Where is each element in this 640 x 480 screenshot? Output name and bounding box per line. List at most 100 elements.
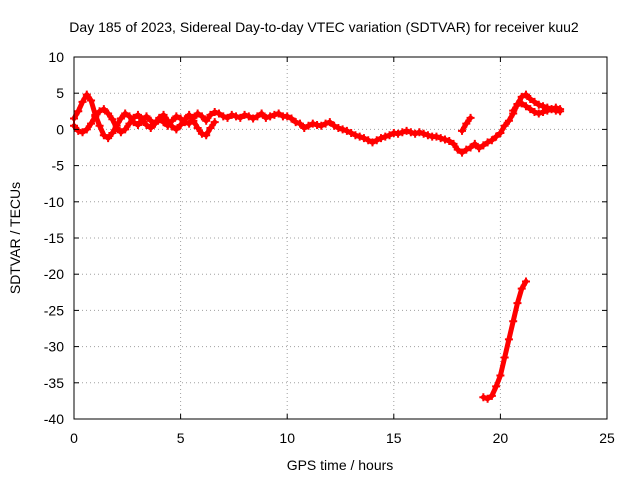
data-point-late-upper-trace-1 [513, 100, 522, 109]
data-point-early-loop-trace-24 [172, 125, 181, 134]
data-point-main-trace-102 [504, 116, 513, 125]
data-point-descending-trace-8 [513, 299, 522, 308]
data-point-early-loop-trace-32 [206, 123, 215, 132]
data-point-main-trace-54 [300, 123, 309, 132]
data-point-late-upper-trace-11 [556, 105, 565, 114]
data-point-late-upper-trace-0 [509, 106, 518, 115]
y-tick-label-6: -10 [44, 194, 64, 210]
data-point-main-trace-67 [355, 132, 364, 141]
y-tick-label-4: -20 [44, 266, 64, 282]
data-point-main-trace-101 [500, 121, 509, 130]
data-point-early-loop-trace-23 [168, 122, 177, 131]
data-point-main-trace-66 [351, 131, 360, 140]
data-point-late-upper-trace-3 [521, 102, 530, 111]
data-point-main-trace-48 [274, 109, 283, 118]
data-point-main-trace-90 [453, 145, 462, 154]
x-tick-label-0: 0 [70, 430, 78, 446]
data-point-late-upper-trace-4 [526, 105, 535, 114]
series-line-descending-trace [480, 278, 529, 402]
data-point-main-trace-27 [185, 119, 194, 128]
data-point-descending-trace-7 [509, 317, 518, 326]
data-point-main-trace-34 [214, 109, 223, 118]
data-point-main-trace-47 [270, 110, 279, 119]
data-point-early-loop-trace-5 [91, 112, 100, 121]
data-point-descending-trace-0 [479, 393, 488, 402]
y-tick-label-10: 10 [48, 49, 64, 65]
data-point-main-trace-79 [406, 128, 415, 137]
series-early-loop-trace [70, 105, 219, 140]
data-point-early-loop-trace-26 [180, 115, 189, 124]
y-tick-label-7: -5 [52, 158, 65, 174]
y-tick-label-5: -15 [44, 230, 64, 246]
grid-layer [74, 57, 607, 419]
data-point-main-trace-52 [291, 118, 300, 127]
data-point-main-trace-3 [82, 90, 91, 99]
data-point-main-trace-55 [304, 121, 313, 130]
data-point-main-trace-2 [78, 97, 87, 106]
data-point-main-trace-9 [108, 129, 117, 138]
data-point-main-trace-37 [227, 110, 236, 119]
data-point-main-trace-71 [372, 136, 381, 145]
data-point-main-trace-82 [419, 129, 428, 138]
x-tick-label-4: 20 [493, 430, 509, 446]
data-point-main-trace-31 [202, 116, 211, 125]
y-tick-label-1: -35 [44, 375, 64, 391]
data-point-main-trace-42 [249, 114, 258, 123]
data-point-main-trace-11 [116, 114, 125, 123]
data-point-main-trace-73 [381, 132, 390, 141]
y-tick-label-9: 5 [56, 85, 64, 101]
data-point-main-trace-91 [458, 148, 467, 157]
data-point-early-loop-trace-8 [104, 109, 113, 118]
data-point-main-trace-65 [347, 129, 356, 138]
data-point-descending-trace-1 [483, 394, 492, 403]
data-point-early-loop-trace-12 [121, 125, 130, 134]
data-point-early-loop-trace-4 [87, 119, 96, 128]
plot-border [73, 56, 608, 420]
data-point-early-loop-trace-28 [189, 116, 198, 125]
x-axis-title: GPS time / hours [287, 457, 394, 473]
data-point-main-trace-70 [368, 138, 377, 147]
data-point-main-trace-96 [479, 141, 488, 150]
data-point-early-loop-trace-27 [185, 110, 194, 119]
data-point-early-loop-trace-3 [82, 125, 91, 134]
data-point-early-loop-trace-19 [151, 119, 160, 128]
data-point-early-loop-trace-6 [95, 107, 104, 116]
data-point-main-trace-106 [521, 90, 530, 99]
data-point-late-upper-trace-7 [539, 108, 548, 117]
data-point-late-upper-trace-10 [551, 103, 560, 112]
data-point-main-trace-97 [483, 138, 492, 147]
data-point-main-trace-76 [394, 129, 403, 138]
data-point-early-loop-trace-10 [112, 123, 121, 132]
data-point-main-trace-17 [142, 112, 151, 121]
data-point-early-loop-trace-30 [197, 129, 206, 138]
data-point-main-trace-69 [364, 136, 373, 145]
data-point-main-trace-107 [526, 94, 535, 103]
data-point-descending-trace-9 [517, 284, 526, 293]
series-descending-trace [479, 277, 530, 403]
data-point-main-trace-50 [283, 112, 292, 121]
data-point-descending-trace-4 [496, 371, 505, 380]
data-point-early-loop-trace-9 [108, 115, 117, 124]
data-point-main-trace-85 [432, 132, 441, 141]
tick-layer: 0 5 10 15 20 25 -40 -35 -30 -25 -20 -15 -10 -5 0 5 10 [44, 49, 615, 446]
data-point-early-loop-trace-31 [202, 131, 211, 140]
data-point-main-trace-100 [496, 129, 505, 138]
data-point-main-trace-81 [415, 128, 424, 137]
y-tick-label-8: 0 [56, 121, 64, 137]
data-point-early-loop-trace-16 [138, 115, 147, 124]
y-tick-label-2: -30 [44, 339, 64, 355]
data-point-main-trace-59 [321, 119, 330, 128]
data-point-main-trace-108 [530, 97, 539, 106]
data-point-early-loop-trace-13 [125, 119, 134, 128]
data-point-main-trace-99 [492, 132, 501, 141]
x-tick-label-1: 5 [177, 430, 185, 446]
data-point-main-trace-109 [534, 100, 543, 109]
data-point-early-loop-trace-17 [142, 121, 151, 130]
x-tick-label-2: 10 [279, 430, 295, 446]
data-point-main-trace-40 [240, 110, 249, 119]
data-point-late-upper-trace-2 [517, 99, 526, 108]
data-point-main-trace-61 [330, 121, 339, 130]
data-point-main-trace-29 [193, 109, 202, 118]
chart-title: Day 185 of 2023, Sidereal Day-to-day VTE… [69, 19, 579, 35]
